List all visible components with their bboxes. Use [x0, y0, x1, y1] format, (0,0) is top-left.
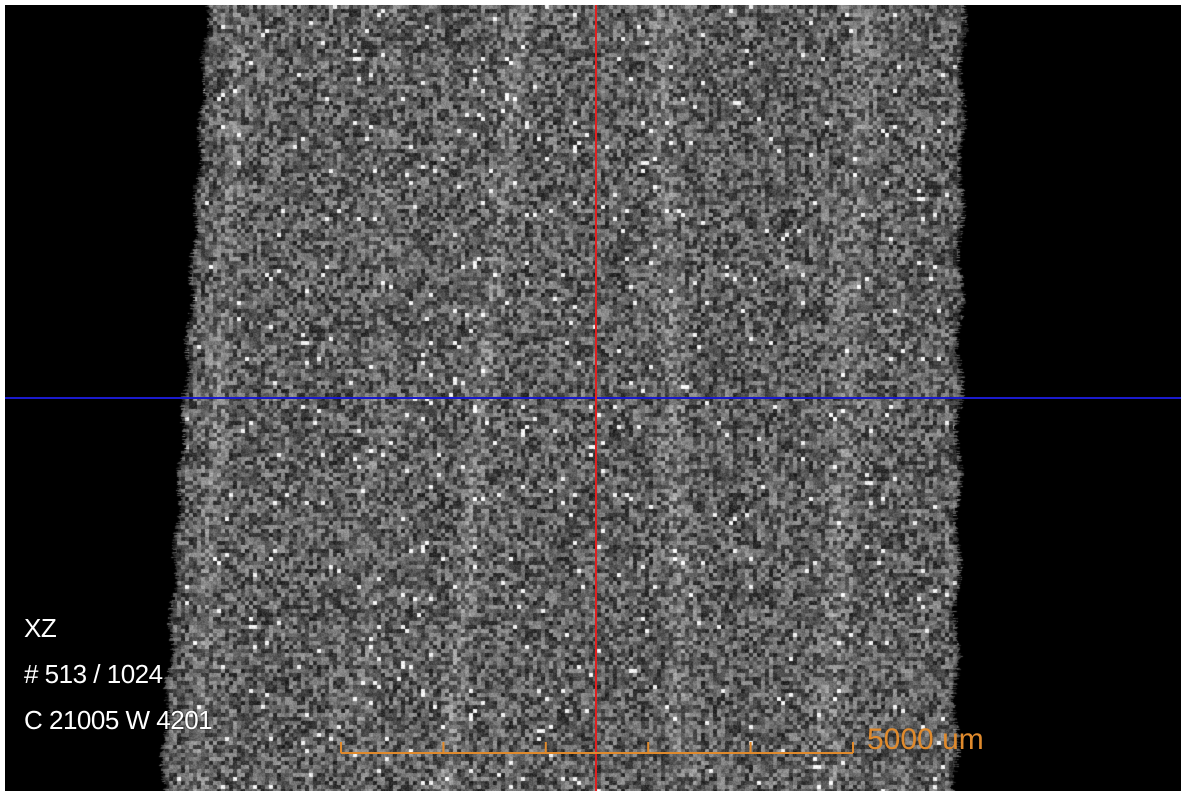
scale-bar — [340, 742, 854, 754]
crosshair-vertical-line[interactable] — [595, 5, 597, 791]
crosshair-horizontal-line[interactable] — [5, 397, 1181, 399]
slice-viewport[interactable]: XZ # 513 / 1024 C 21005 W 4201 5000 um — [5, 5, 1181, 791]
window-level-readout: C 21005 W 4201 — [24, 705, 213, 735]
slice-index: # 513 / 1024 — [24, 659, 163, 689]
plane-label: XZ — [24, 613, 57, 643]
scale-bar-label: 5000 um — [867, 723, 984, 756]
